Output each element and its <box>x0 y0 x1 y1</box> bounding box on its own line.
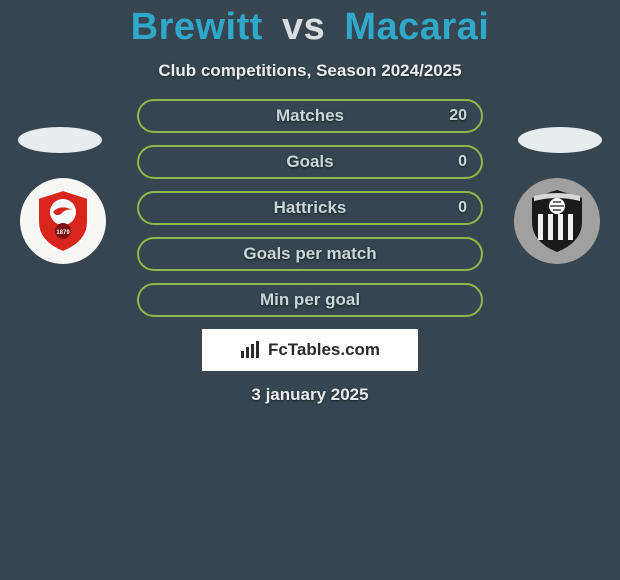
watermark-text: FcTables.com <box>268 340 380 360</box>
stat-row-hattricks: Hattricks 0 <box>137 191 483 225</box>
subtitle: Club competitions, Season 2024/2025 <box>0 61 620 81</box>
player1-club-badge: 1879 <box>20 178 106 264</box>
stat-row-matches: Matches 20 <box>137 99 483 133</box>
stat-row-goals-per-match: Goals per match <box>137 237 483 271</box>
player2-name: Macarai <box>344 6 489 48</box>
svg-text:1879: 1879 <box>56 230 70 236</box>
page-title: Brewitt vs Macarai <box>0 0 620 49</box>
stat-row-min-per-goal: Min per goal <box>137 283 483 317</box>
swindon-crest-icon: 1879 <box>28 186 98 256</box>
player2-ellipse <box>518 127 602 153</box>
watermark: FcTables.com <box>202 329 418 371</box>
stat-label: Goals per match <box>243 244 376 264</box>
stat-value-right: 0 <box>458 199 467 217</box>
player1-name: Brewitt <box>131 6 263 48</box>
stat-value-right: 20 <box>449 107 467 125</box>
date-text: 3 january 2025 <box>0 385 620 405</box>
stat-label: Goals <box>286 152 333 172</box>
stats-container: Matches 20 Goals 0 Hattricks 0 Goals per… <box>137 99 483 317</box>
notts-county-crest-icon <box>520 184 594 258</box>
stat-label: Matches <box>276 106 344 126</box>
player1-ellipse <box>18 127 102 153</box>
stat-value-right: 0 <box>458 153 467 171</box>
bars-icon <box>240 341 262 359</box>
vs-text: vs <box>282 6 325 48</box>
player2-club-badge <box>514 178 600 264</box>
stat-label: Min per goal <box>260 290 360 310</box>
stat-label: Hattricks <box>274 198 347 218</box>
stat-row-goals: Goals 0 <box>137 145 483 179</box>
